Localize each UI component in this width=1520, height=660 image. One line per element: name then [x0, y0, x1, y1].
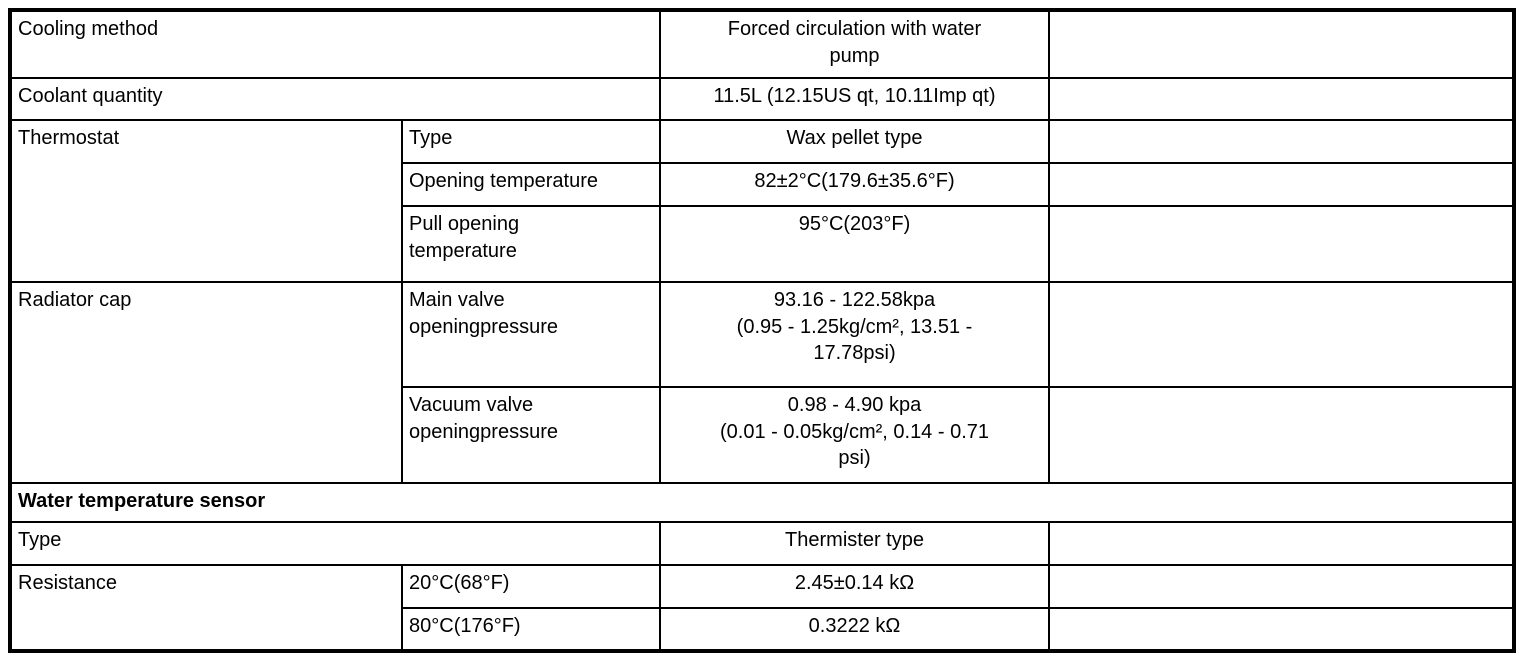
empty-cell	[1048, 386, 1515, 484]
thermostat-type-label: Type	[401, 119, 661, 164]
radiator-cap-label: Radiator cap	[9, 281, 403, 484]
resistance-80c-value: 0.3222 kΩ	[659, 607, 1050, 652]
row-sensor-type: Type Thermister type	[9, 521, 1515, 566]
empty-cell	[1048, 521, 1515, 566]
cooling-specifications-table: Cooling method Forced circulation with w…	[8, 8, 1516, 653]
main-valve-value: 93.16 - 122.58kpa (0.95 - 1.25kg/cm², 13…	[659, 281, 1050, 388]
empty-cell	[1048, 162, 1515, 207]
thermostat-label: Thermostat	[9, 119, 403, 283]
vacuum-valve-value: 0.98 - 4.90 kpa (0.01 - 0.05kg/cm², 0.14…	[659, 386, 1050, 484]
pull-opening-temperature-label: Pull opening temperature	[401, 205, 661, 283]
row-radiator-cap-main-valve: Radiator cap Main valve openingpressure …	[9, 281, 1515, 484]
empty-cell	[1048, 9, 1515, 79]
cooling-method-label: Cooling method	[9, 9, 661, 79]
row-water-temperature-sensor-section: Water temperature sensor	[9, 482, 1515, 523]
empty-cell	[1048, 607, 1515, 652]
opening-temperature-value: 82±2°C(179.6±35.6°F)	[659, 162, 1050, 207]
row-coolant-quantity: Coolant quantity 11.5L (12.15US qt, 10.1…	[9, 77, 1515, 121]
row-resistance-80c: 80°C(176°F) 0.3222 kΩ	[10, 607, 1515, 652]
pull-opening-temperature-value: 95°C(203°F)	[659, 205, 1050, 283]
cooling-method-value: Forced circulation with water pump	[659, 9, 1050, 79]
water-temperature-sensor-header: Water temperature sensor	[9, 482, 1515, 523]
sensor-type-value: Thermister type	[659, 521, 1050, 566]
resistance-20c-value: 2.45±0.14 kΩ	[659, 564, 1050, 609]
row-thermostat-pull-opening-temperature: Pull opening temperature 95°C(203°F)	[10, 205, 1515, 283]
empty-cell	[1048, 281, 1515, 388]
empty-cell	[1048, 564, 1515, 609]
coolant-quantity-value: 11.5L (12.15US qt, 10.11Imp qt)	[659, 77, 1050, 121]
vacuum-valve-label: Vacuum valve openingpressure	[401, 386, 661, 484]
thermostat-type-value: Wax pellet type	[659, 119, 1050, 164]
resistance-20c-label: 20°C(68°F)	[401, 564, 661, 609]
empty-cell	[1048, 119, 1515, 164]
row-cooling-method: Cooling method Forced circulation with w…	[9, 9, 1515, 79]
main-valve-label: Main valve openingpressure	[401, 281, 661, 388]
resistance-80c-label: 80°C(176°F)	[401, 607, 661, 652]
coolant-quantity-label: Coolant quantity	[9, 77, 661, 121]
empty-cell	[1048, 205, 1515, 283]
sensor-type-label: Type	[9, 521, 661, 566]
row-thermostat-type: Thermostat Type Wax pellet type	[9, 119, 1515, 283]
row-resistance-20c: Resistance 20°C(68°F) 2.45±0.14 kΩ	[9, 564, 1515, 652]
empty-cell	[1048, 77, 1515, 121]
row-thermostat-opening-temperature: Opening temperature 82±2°C(179.6±35.6°F)	[10, 162, 1515, 207]
opening-temperature-label: Opening temperature	[401, 162, 661, 207]
row-radiator-cap-vacuum-valve: Vacuum valve openingpressure 0.98 - 4.90…	[10, 386, 1515, 484]
resistance-label: Resistance	[9, 564, 403, 652]
